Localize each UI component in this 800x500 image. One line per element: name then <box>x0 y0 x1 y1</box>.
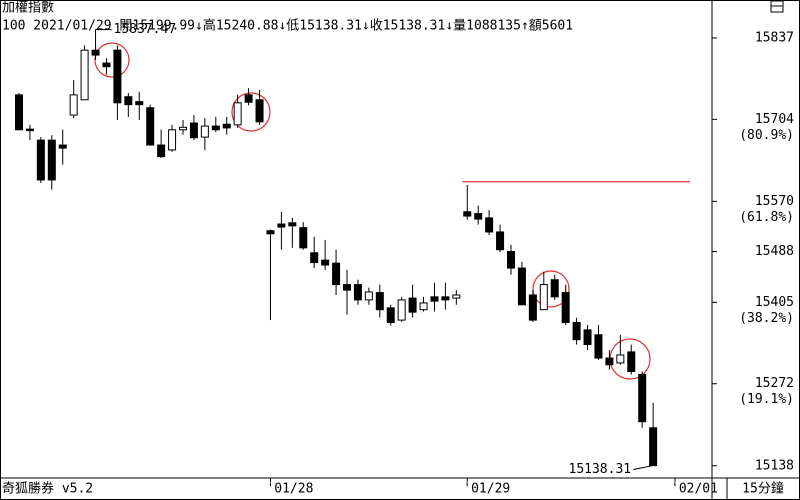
period: 15分鐘 <box>742 481 784 497</box>
candle-body <box>408 297 417 313</box>
candle-body <box>419 302 428 311</box>
candle-body <box>550 279 559 298</box>
annotation-leader <box>95 29 112 38</box>
candle-body <box>233 102 242 126</box>
candle-body <box>91 49 100 56</box>
candle-body <box>36 139 45 181</box>
candle-body <box>583 329 592 346</box>
candle-body <box>321 259 330 266</box>
candle-body <box>211 125 220 131</box>
annotation: 15138.31 <box>569 462 632 477</box>
candle-body <box>135 101 144 106</box>
annotation: 15837.47 <box>114 22 177 37</box>
candle-body <box>539 284 548 311</box>
info-line: 100 2021/01/29 開15199.99↓高15240.88↓低1513… <box>2 18 573 34</box>
candle-body <box>168 129 177 151</box>
candle-body <box>627 351 636 373</box>
candle-body <box>266 230 275 235</box>
highlight-circle <box>94 42 130 78</box>
y-tick-label: 15837 <box>755 30 794 45</box>
candle-body <box>430 296 439 302</box>
candle-body <box>649 427 658 467</box>
candle-body <box>397 299 406 321</box>
candle-body <box>299 227 308 249</box>
annotation-leader <box>633 465 654 471</box>
y-tick-label: 15570 <box>755 194 794 209</box>
y-tick-label: 15488 <box>755 244 794 259</box>
candle-body <box>353 284 362 301</box>
x-tick-label: '01/29 <box>463 482 510 497</box>
candle-body <box>255 99 264 123</box>
y-tick-label: 15704 <box>755 112 794 127</box>
candle-body <box>485 217 494 233</box>
candle-body <box>463 211 472 217</box>
candle-body <box>113 49 122 104</box>
candle-body <box>80 49 89 101</box>
candle-body <box>146 107 155 146</box>
candle-body <box>332 262 341 286</box>
candle-body <box>594 334 603 359</box>
candle-body <box>375 292 384 311</box>
candle-body <box>364 291 373 301</box>
candle-body <box>605 357 614 366</box>
candle-body <box>310 252 319 264</box>
brand: 奇狐勝券 v5.2 <box>2 481 93 497</box>
candle-body <box>200 125 209 138</box>
candle-body <box>496 231 505 251</box>
y-tick-label: 15138 <box>755 458 794 473</box>
candle-body <box>25 128 34 132</box>
y-tick-label: 15272 <box>755 376 794 391</box>
candle-body <box>343 284 351 291</box>
fib-label: (80.9%) <box>739 128 794 143</box>
candle-body <box>47 139 56 181</box>
candle-body <box>288 222 297 227</box>
candle-body <box>638 374 647 423</box>
highlight-circle <box>532 270 570 308</box>
x-tick-label: '02/01 <box>671 482 718 497</box>
candle-body <box>441 296 450 301</box>
fib-label: (19.1%) <box>739 392 794 407</box>
fib-label: (38.2%) <box>739 311 794 326</box>
candle-body <box>189 122 198 139</box>
candle-body <box>179 126 187 131</box>
candle-body <box>124 96 133 106</box>
candle-body <box>244 94 253 103</box>
chart-title: 加權指數 <box>2 1 54 16</box>
candle-body <box>507 251 515 269</box>
candle-body <box>157 144 166 158</box>
candle-body <box>222 123 231 129</box>
candle-body <box>572 322 581 341</box>
highlight-circle <box>231 92 271 132</box>
candle-body <box>58 144 67 149</box>
candle-body <box>69 94 78 116</box>
candle-body <box>277 223 286 228</box>
candle-body <box>517 267 526 306</box>
candle-body <box>452 294 461 299</box>
candle-body <box>616 354 625 364</box>
candles: 15837.47 15138.31 <box>15 22 690 477</box>
x-tick-label: '01/28 <box>266 482 313 497</box>
candle-body <box>561 292 570 324</box>
plot: 加權指數 100 2021/01/29 開15199.99↓高15240.88↓… <box>2 1 573 34</box>
candle-body <box>474 213 483 220</box>
candle-body <box>386 307 395 324</box>
y-tick-label: 15405 <box>755 295 794 310</box>
candle-body <box>528 294 537 321</box>
fib-label: (61.8%) <box>739 210 794 225</box>
candle-body <box>15 94 23 131</box>
candle-body <box>102 62 111 68</box>
